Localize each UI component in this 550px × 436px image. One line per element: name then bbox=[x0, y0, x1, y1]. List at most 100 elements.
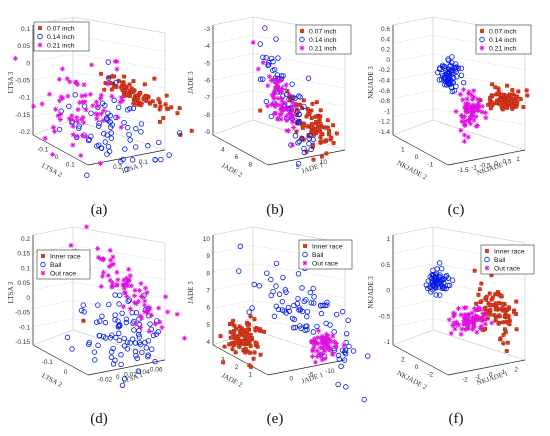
panel-2-point-0-66-cross bbox=[487, 95, 493, 101]
panel-3-point-2-53-glyph bbox=[137, 313, 144, 319]
panel-4-ztick-3: 7 bbox=[206, 288, 210, 295]
panel-1-point-2-34-glyph bbox=[255, 66, 261, 72]
panel-0-point-1-46 bbox=[108, 130, 115, 136]
panel-0-point-1-53 bbox=[108, 135, 115, 141]
panel-0-legend-marker-2 bbox=[37, 42, 43, 48]
panel-1-point-2-29 bbox=[265, 83, 271, 89]
panel-3-legend-marker-2 bbox=[40, 270, 46, 276]
panel-3-point-2-45-glyph bbox=[98, 283, 104, 289]
panel-4-point-1-49 bbox=[331, 329, 337, 335]
panel-0-point-2-13-glyph bbox=[95, 103, 101, 109]
panel-2-point-2-57-glyph bbox=[474, 107, 481, 113]
captions-layer: (a) (b) (c) (d) (e) (f) bbox=[90, 202, 464, 427]
panel-0-point-0-70 bbox=[156, 97, 161, 102]
panel-0-point-0-39 bbox=[114, 84, 119, 90]
panel-3-point-2-19-glyph bbox=[110, 261, 117, 267]
panel-1-point-0-77 bbox=[317, 117, 322, 122]
panel-4-grid-3 bbox=[212, 281, 254, 291]
panel-4-point-1-47 bbox=[283, 289, 289, 295]
panel-4-point-2-27-glyph bbox=[312, 336, 318, 342]
panel-4-legend-label-0: Inner race bbox=[312, 243, 343, 250]
panel-0-point-2-4 bbox=[95, 112, 101, 118]
panel-1-point-2-24 bbox=[286, 110, 292, 117]
panel-2-point-2-18-glyph bbox=[482, 110, 489, 116]
panel-0-point-2-39 bbox=[94, 116, 100, 122]
panel-0-point-2-58 bbox=[79, 133, 86, 139]
panel-2-legend-label-1: 0.14 inch bbox=[489, 37, 517, 44]
panel-0-point-0-63 bbox=[163, 102, 168, 107]
panel-3-point-2-43 bbox=[127, 273, 133, 279]
panel-1-point-0-68-cross bbox=[329, 135, 334, 140]
panel-5-point-0-7 bbox=[501, 332, 506, 338]
panel-2-point-2-49 bbox=[465, 134, 471, 140]
panel-3-point-1-21 bbox=[69, 346, 75, 352]
panel-4-ztick-5: 5 bbox=[206, 322, 210, 329]
panel-0-legend-marker-0-cross bbox=[37, 25, 43, 31]
panel-3-point-2-52-glyph bbox=[125, 283, 131, 289]
panel-1-point-0-84 bbox=[306, 111, 311, 117]
panel-0-point-2-67-glyph bbox=[89, 62, 95, 68]
panel-1: -3 -4 -5 -6 -7 -8 -9 4 6 8 5 10 JADE 3 JADE 2 JADE 1 0.… bbox=[187, 16, 352, 179]
panel-5-point-2-7-glyph bbox=[451, 320, 457, 326]
panel-4-point-0-57 bbox=[232, 333, 238, 339]
panel-1-point-0-88 bbox=[312, 130, 317, 135]
panel-5-point-0-82-cross bbox=[493, 318, 498, 323]
panel-2-point-2-30 bbox=[461, 86, 467, 93]
panel-1-point-0-63 bbox=[294, 129, 299, 134]
panel-2-point-0-54-cross bbox=[489, 101, 495, 106]
panel-0-point-1-19 bbox=[88, 110, 94, 116]
panel-0-point-2-52 bbox=[81, 82, 87, 88]
panel-3-point-1-86 bbox=[95, 342, 101, 349]
panel-1-point-2-33 bbox=[293, 102, 299, 108]
panel-1-point-2-23-glyph bbox=[275, 95, 281, 101]
panel-2-point-2-1 bbox=[461, 138, 467, 144]
panel-1-point-0-69-cross bbox=[294, 107, 300, 112]
panel-3-point-1-38 bbox=[91, 349, 98, 355]
panel-4-point-2-40-glyph bbox=[317, 345, 323, 351]
panel-1-point-2-46 bbox=[273, 101, 280, 107]
panel-4-point-1-34 bbox=[338, 363, 344, 370]
panel-0-grid-5 bbox=[32, 108, 74, 117]
panel-2-point-2-35-glyph bbox=[469, 113, 476, 119]
panel-3-point-2-68-glyph bbox=[98, 256, 104, 262]
panel-2-point-2-5 bbox=[461, 119, 467, 125]
panel-3-point-1-18 bbox=[139, 349, 145, 356]
panel-3-point-1-53 bbox=[131, 327, 137, 333]
panel-5-point-0-58-cross bbox=[497, 314, 502, 319]
panel-2-grid-3 bbox=[392, 71, 434, 81]
panel-4-point-0-74-cross bbox=[252, 316, 257, 322]
panel-3-point-1-49 bbox=[118, 352, 124, 358]
panel-1-point-1-30 bbox=[296, 138, 303, 145]
panel-0-point-2-15-glyph bbox=[70, 132, 76, 138]
panel-4-point-1-83 bbox=[333, 311, 340, 318]
panel-2-point-0-22-cross bbox=[518, 96, 523, 102]
panel-5-point-0-87-cross bbox=[493, 307, 498, 312]
panel-0-point-2-13 bbox=[95, 103, 101, 109]
panel-5-point-2-53 bbox=[469, 314, 476, 321]
panel-2-grid-5 bbox=[392, 108, 434, 117]
panel-4-point-0-40-cross bbox=[228, 335, 234, 340]
panel-3-point-1-70 bbox=[124, 339, 131, 346]
panel-2-point-2-38 bbox=[469, 96, 476, 102]
panel-0-point-2-38 bbox=[77, 99, 83, 106]
panel-1-point-0-88-cross bbox=[312, 130, 317, 135]
panel-2-point-0-49 bbox=[525, 93, 530, 98]
panel-0-legend-label-0: 0.07 inch bbox=[47, 25, 75, 32]
panel-4-point-2-48-glyph bbox=[313, 340, 319, 347]
panel-0-point-2-54-glyph bbox=[56, 76, 62, 82]
panel-1-point-1-38 bbox=[268, 113, 275, 120]
panel-1-point-2-48-glyph bbox=[283, 113, 289, 119]
panel-5-point-0-70 bbox=[483, 305, 488, 310]
panel-3-point-2-40-glyph bbox=[115, 277, 121, 283]
panel-4-point-2-56 bbox=[330, 351, 336, 357]
panel-3-point-2-56 bbox=[121, 285, 127, 291]
panel-1-point-2-28-glyph bbox=[272, 90, 278, 96]
panel-0-point-2-58-glyph bbox=[79, 133, 86, 139]
panel-5-point-2-54-glyph bbox=[464, 318, 471, 324]
panel-0-point-2-47 bbox=[75, 81, 81, 87]
panel-4-point-0-50-cross bbox=[253, 340, 258, 345]
panel-0-point-2-3-glyph bbox=[53, 106, 59, 112]
panel-0-point-2-35-glyph bbox=[118, 124, 124, 130]
panel-3-point-2-11 bbox=[114, 282, 120, 288]
panel-4-point-1-86 bbox=[295, 271, 302, 277]
